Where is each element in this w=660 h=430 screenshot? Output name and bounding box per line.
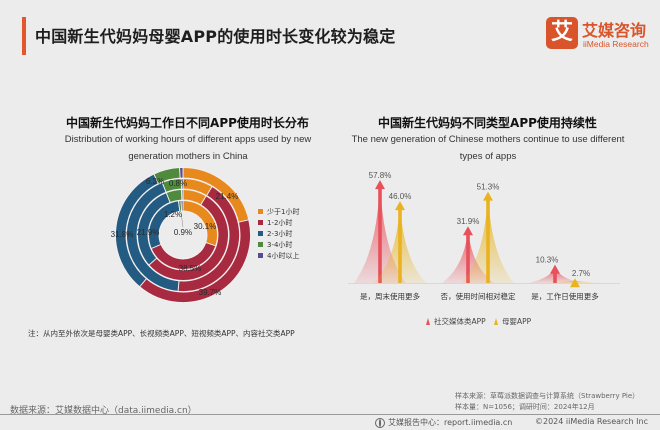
bar-value-label: 10.3% <box>536 256 559 265</box>
category-label: 是，工作日使用更多 <box>531 291 599 301</box>
legend-item-2-3h: 2-3小时 <box>258 228 299 239</box>
arrow-head-icon <box>463 226 473 236</box>
legend-label: 2-3小时 <box>267 229 293 238</box>
bar-arrow-shaft <box>466 232 470 283</box>
legend-swatch <box>258 220 263 225</box>
bar-arrow-shaft <box>553 270 557 283</box>
donut-value-label: 30.1% <box>194 222 217 231</box>
page-title: 中国新生代妈妈母婴APP的使用时长变化较为稳定 <box>35 27 396 46</box>
bar-value-label: 51.3% <box>477 183 500 192</box>
bar-value-label: 2.7% <box>572 269 590 278</box>
donut-note: 注：从内至外依次是母婴类APP、长视频类APP、短视频类APP、内容社交类APP <box>28 329 295 338</box>
logo-text-en: iiMedia Research <box>583 39 649 49</box>
legend-label: 社交媒体类APP <box>434 317 486 326</box>
bar-arrow-shaft <box>398 207 402 283</box>
bar-value-label: 46.0% <box>389 192 412 201</box>
donut-value-label: 38.5% <box>179 264 202 273</box>
arrow-head-icon <box>550 264 560 274</box>
legend-item-3-4h: 3-4小时 <box>258 239 299 250</box>
donut-chart: 6.3% 0.8% 21.4% 1.2% 30.1%0.9% 21.9%31.8% 38.5… <box>111 167 251 303</box>
legend-label: 4小时以上 <box>267 251 300 260</box>
bar-chart-subtitle: The new generation of Chinese mothers co… <box>351 134 625 162</box>
category-label: 是，周末使用更多 <box>360 291 420 301</box>
report-center-text: 艾媒报告中心：report.iimedia.cn <box>388 418 513 427</box>
bar-arrow-shaft <box>486 197 490 283</box>
legend-label: 3-4小时 <box>267 240 293 249</box>
bar-chart-title: 中国新生代妈妈不同类型APP使用持续性 <box>378 116 597 130</box>
arrow-head-icon <box>570 278 580 288</box>
data-source: 数据来源：艾媒数据中心（data.iimedia.cn） <box>10 406 197 416</box>
arrow-head-icon <box>483 191 493 201</box>
donut-value-label: 1.2% <box>164 210 182 219</box>
legend-swatch <box>258 209 263 214</box>
donut-value-label: 0.9% <box>174 228 192 237</box>
legend-label: 1-2小时 <box>267 218 293 227</box>
legend-item-4h-plus: 4小时以上 <box>258 250 299 261</box>
donut-value-label: 0.8% <box>169 179 187 188</box>
legend-item-lt1h: 少于1小时 <box>258 206 299 217</box>
donut-segment <box>180 200 184 212</box>
donut-chart-title: 中国新生代妈妈工作日不同APP使用时长分布 <box>66 116 309 130</box>
donut-chart-subtitle: Distribution of working hours of differe… <box>64 134 312 162</box>
arrow-marker-icon <box>494 318 498 325</box>
legend-item-1-2h: 1-2小时 <box>258 217 299 228</box>
legend-item-social-media: 社交媒体类APP <box>426 316 486 327</box>
legend-swatch <box>258 253 263 258</box>
donut-value-label: 21.4% <box>216 192 239 201</box>
globe-icon <box>375 417 385 428</box>
donut-segment <box>179 167 184 179</box>
arrow-head-icon <box>395 201 405 211</box>
donut-value-label: 31.8% <box>111 230 134 239</box>
logo-mark: 艾 <box>546 17 578 49</box>
legend-label: 少于1小时 <box>267 207 300 216</box>
copyright: ©2024 iiMedia Research Inc <box>535 417 648 426</box>
legend-label: 母婴APP <box>502 317 532 326</box>
donut-segment <box>181 189 184 201</box>
logo-text-cn: 艾媒咨询 <box>582 21 647 40</box>
category-label: 否，使用时间相对稳定 <box>441 291 516 301</box>
arrow-marker-icon <box>426 318 430 325</box>
legend-item-maternal-app: 母婴APP <box>494 316 531 327</box>
donut-value-label: 39.7% <box>199 288 222 297</box>
footer-divider <box>0 414 660 415</box>
donut-segment <box>180 178 184 190</box>
title-accent-bar <box>22 17 26 55</box>
legend-swatch <box>258 242 263 247</box>
bar-arrow-shaft <box>378 186 382 283</box>
legend-swatch <box>258 231 263 236</box>
leader-line <box>180 211 184 228</box>
donut-value-label: 6.3% <box>146 177 164 186</box>
report-center-link[interactable]: 艾媒报告中心：report.iimedia.cn <box>375 417 512 428</box>
donut-legend: 少于1小时 1-2小时 2-3小时 3-4小时 4小时以上 <box>258 206 299 261</box>
sample-source: 样本来源：草莓派数据调查与计算系统（Strawberry Pie） <box>455 392 640 400</box>
bar-value-label: 31.9% <box>457 217 480 226</box>
sample-size: 样本量：N=1056；调研时间：2024年12月 <box>455 403 595 411</box>
bar-value-label: 57.8% <box>369 171 392 180</box>
donut-value-label: 21.9% <box>137 228 160 237</box>
arrow-bar-chart: 57.8% 46.0% 是，周末使用更多 31.9% 51.3% 否，使用时间相对稳定 10… <box>348 171 620 301</box>
arrow-head-icon <box>375 180 385 190</box>
